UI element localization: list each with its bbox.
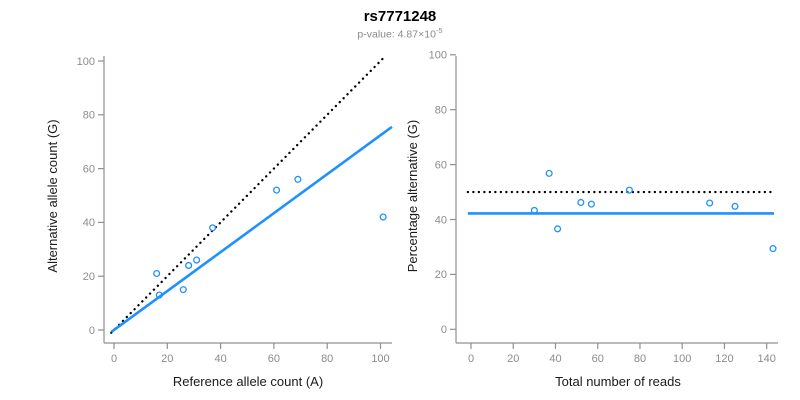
plot-subtitle: p-value: 4.87×10-5 [0,26,800,41]
x-axis-label-left: Reference allele count (A) [173,374,323,389]
x-tick-label: 80 [321,353,333,365]
data-point [587,200,595,208]
fit-line [110,125,393,333]
data-point [545,169,553,177]
x-tick-label: 100 [673,353,691,365]
x-tick-label: 40 [549,353,561,365]
allele-count-scatter-plot: 0 20 40 60 80 100 0 20 40 60 80 100 [77,54,393,365]
x-tick-label: 80 [634,353,646,365]
data-point [185,261,193,269]
percentage-alternative-scatter-plot: 0 20 40 60 80 100 120 140 0 20 40 60 80 100 [429,50,778,365]
y-axis-label-left: Alternative allele count (G) [45,119,60,272]
x-tick-label: 40 [214,353,226,365]
x-tick-label: 0 [111,353,117,365]
x-tick-label: 140 [758,353,776,365]
subtitle-exponent: -5 [435,26,443,35]
y-tick-label: 60 [83,163,95,175]
y-axis-label-right: Percentage alternative (G) [405,120,420,272]
y-tick-label: 60 [435,159,447,171]
data-point [530,206,538,214]
data-point [155,291,163,299]
x-tick-label: 120 [715,353,733,365]
x-tick-label: 20 [507,353,519,365]
x-tick-label: 60 [592,353,604,365]
data-point [193,256,201,264]
y-tick-label: 100 [77,56,95,68]
data-point [625,186,633,194]
data-point [209,224,217,232]
y-tick-label: 80 [83,110,95,122]
y-tick-label: 40 [83,217,95,229]
data-point [153,269,161,278]
y-tick-label: 80 [435,105,447,117]
y-tick-label: 0 [89,325,95,337]
x-tick-label: 100 [371,353,389,365]
data-point [179,286,187,294]
data-point [577,198,585,207]
x-axis-label-right: Total number of reads [555,374,681,389]
y-tick-label: 20 [435,269,447,281]
y-tick-label: 40 [435,214,447,226]
x-tick-label: 20 [161,353,173,365]
identity-line [110,54,387,334]
plot-title: rs7771248 [363,8,437,25]
x-tick-label: 0 [468,353,474,365]
data-point [769,245,777,253]
x-tick-label: 60 [268,353,280,365]
data-point [273,186,281,194]
data-point [294,175,302,183]
data-point [706,199,714,207]
y-tick-label: 100 [429,50,447,62]
data-point [554,225,562,233]
subtitle-text: p-value: 4.87×10 [357,28,436,41]
data-point [731,202,739,210]
y-tick-label: 0 [441,324,447,336]
data-point [379,213,387,221]
y-tick-label: 20 [83,271,95,283]
